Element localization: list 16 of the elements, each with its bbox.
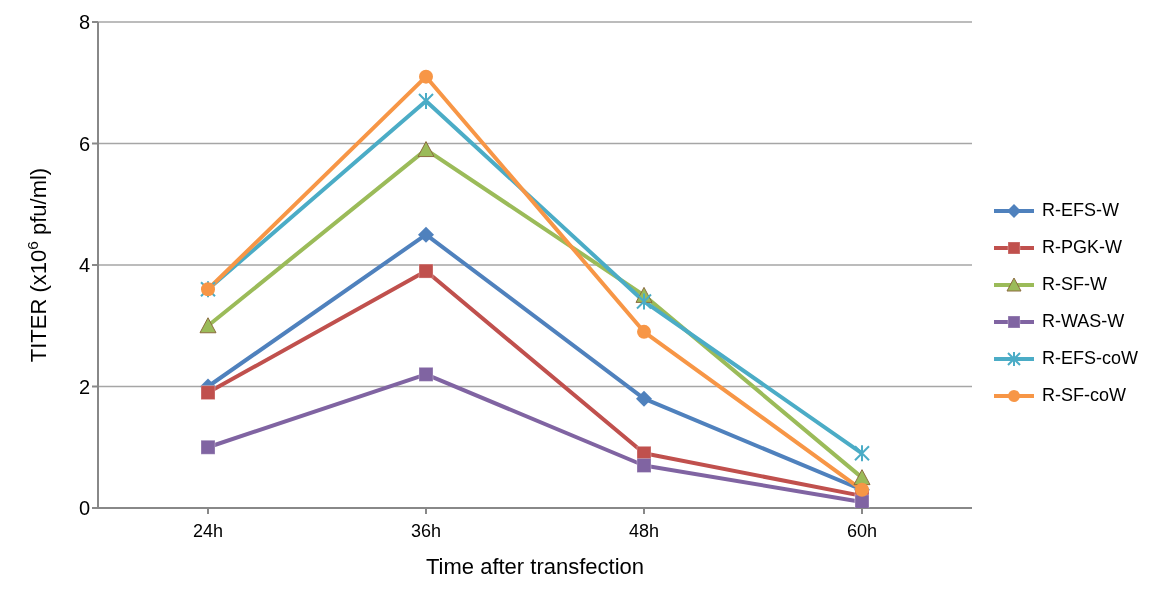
y-tick-label: 2 bbox=[78, 375, 90, 398]
legend-label: R-SF-W bbox=[1042, 274, 1107, 295]
y-tick-label: 8 bbox=[78, 11, 90, 34]
x-tick-label: 24h bbox=[192, 520, 224, 541]
legend-label: R-PGK-W bbox=[1042, 237, 1122, 258]
x-tick-label: 48h bbox=[628, 520, 660, 541]
legend-label: R-SF-coW bbox=[1042, 385, 1126, 406]
y-tick-label: 0 bbox=[78, 497, 90, 520]
y-tick-label: 4 bbox=[78, 254, 90, 277]
y-tick-label: 6 bbox=[78, 132, 90, 155]
x-tick-label: 36h bbox=[410, 520, 442, 541]
legend-label: R-EFS-W bbox=[1042, 200, 1119, 221]
legend-label: R-WAS-W bbox=[1042, 311, 1125, 332]
x-tick-label: 60h bbox=[846, 520, 878, 541]
x-axis-title: Time after transfection bbox=[425, 554, 645, 579]
legend-label: R-EFS-coW bbox=[1042, 348, 1138, 369]
